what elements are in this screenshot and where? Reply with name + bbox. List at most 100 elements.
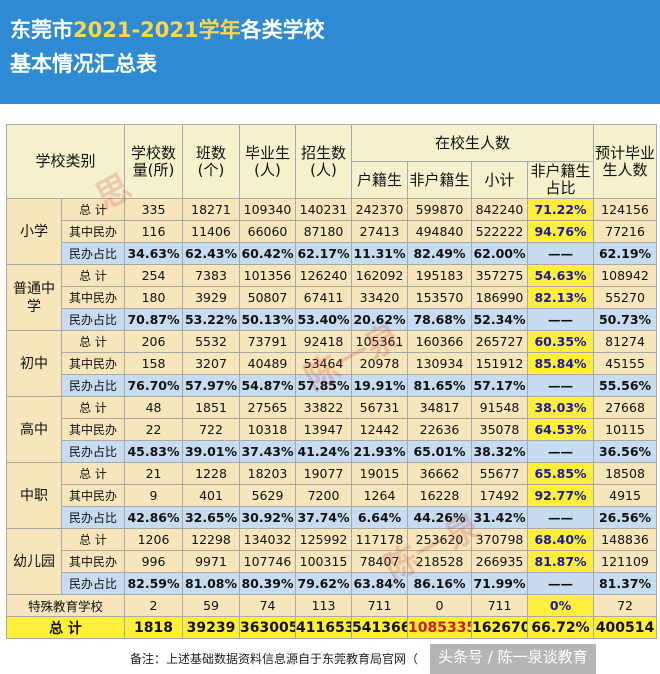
table-cell: 56731 — [351, 396, 409, 419]
table-cell: 18508 — [593, 462, 658, 485]
table-cell: 363005 — [239, 616, 297, 639]
table-cell: 35078 — [471, 418, 529, 441]
table-cell: 121109 — [593, 550, 658, 573]
header-schools: 学校数量(所) — [124, 124, 184, 199]
table-cell: 82.59% — [124, 572, 184, 595]
watermark: 头条号 / 陈一泉谈教育 — [430, 644, 596, 674]
table-cell: 66.72% — [527, 616, 595, 639]
table-cell: 17492 — [471, 484, 529, 507]
table-cell: 1626701 — [471, 616, 529, 639]
row-label: 民办占比 — [60, 374, 126, 397]
header-expected-grads: 预计毕业生人数 — [593, 124, 658, 199]
table-cell: 27565 — [239, 396, 297, 419]
table-cell: 37.74% — [295, 506, 353, 529]
table-cell: 0 — [407, 594, 473, 617]
table-cell: 60.42% — [239, 242, 297, 265]
table-cell: 711 — [471, 594, 529, 617]
table-cell: 62.17% — [295, 242, 353, 265]
table-cell: 53464 — [295, 352, 353, 375]
table-cell: 242370 — [351, 198, 409, 221]
table-cell: 27413 — [351, 220, 409, 243]
table-cell: 9 — [124, 484, 184, 507]
table-cell: 151912 — [471, 352, 529, 375]
table-cell: —— — [527, 242, 595, 265]
table-cell: 180 — [124, 286, 184, 309]
table-cell: 64.53% — [527, 418, 595, 441]
table-row: 其中民办 22 722 10318 13947 12442 22636 35078 64.53%… — [7, 418, 658, 441]
header-classes: 班数(个) — [182, 124, 241, 199]
table-cell: 335 — [124, 198, 184, 221]
header-category: 学校类别 — [5, 124, 126, 199]
table-cell: 68.40% — [527, 528, 595, 551]
row-label: 其中民办 — [60, 352, 126, 375]
table-cell: 55.56% — [593, 374, 658, 397]
table-cell: 55270 — [593, 286, 658, 309]
table-row: 普通中学总 计 254 7383 101356 126240 162092 195183 35… — [6, 264, 658, 331]
row-label: 民办占比 — [60, 242, 126, 265]
page-title: 东莞市2021-2021学年各类学校 — [10, 14, 325, 44]
table-cell: 162092 — [351, 264, 409, 287]
table-cell: 22636 — [407, 418, 473, 441]
table-cell: 186990 — [471, 286, 529, 309]
table-cell: 19077 — [295, 462, 353, 485]
table-cell: 401 — [182, 484, 241, 507]
table-cell: 60.35% — [527, 330, 595, 353]
table-cell: 78.68% — [407, 308, 473, 331]
table-cell: 40489 — [239, 352, 297, 375]
table-cell: 7200 — [295, 484, 353, 507]
row-label: 总 计 — [60, 462, 126, 485]
summary-table: 学校类别 学校数量(所) 班数(个) 毕业生(人) 招生数(人) 在校生人数 预… — [5, 124, 658, 639]
table-cell: 54.63% — [527, 264, 595, 287]
table-cell: 27668 — [593, 396, 658, 419]
table-cell: 73791 — [239, 330, 297, 353]
table-cell: 108942 — [593, 264, 658, 287]
table-row: 其中民办 116 11406 66060 87180 27413 494840 522222 9… — [7, 220, 658, 243]
table-cell: 6.64% — [351, 506, 409, 529]
table-cell: 65.01% — [407, 440, 473, 463]
table-cell: 92.77% — [527, 484, 595, 507]
table-cell: 33420 — [351, 286, 409, 309]
table-cell: 1206 — [124, 528, 184, 551]
table-cell: 34817 — [407, 396, 473, 419]
table-cell: 101356 — [239, 264, 297, 287]
table-cell: —— — [527, 374, 595, 397]
table-cell: 44.26% — [407, 506, 473, 529]
grand-total-row: 总 计 1818 39239 363005 411653 541366 1085335 162… — [5, 616, 658, 639]
category-cell: 初中 — [6, 330, 62, 397]
table-cell: 54.87% — [239, 374, 297, 397]
table-cell: 113 — [295, 594, 353, 617]
table-cell: 38.03% — [527, 396, 595, 419]
table-cell: 12442 — [351, 418, 409, 441]
table-row: 初中总 计 206 5532 73791 92418 105361 160366 265727… — [6, 330, 658, 397]
table-cell: 62.00% — [471, 242, 529, 265]
table-cell: 842240 — [471, 198, 529, 221]
row-label: 其中民办 — [60, 418, 126, 441]
table-cell: 195183 — [407, 264, 473, 287]
table-cell: 57.17% — [471, 374, 529, 397]
category-cell: 中职 — [6, 462, 62, 529]
table-cell: 50807 — [239, 286, 297, 309]
table-cell: 80.39% — [239, 572, 297, 595]
table-cell: 72 — [593, 594, 658, 617]
table-cell: 71.22% — [527, 198, 595, 221]
table-cell: 30.92% — [239, 506, 297, 529]
row-label: 民办占比 — [60, 506, 126, 529]
table-cell: 77216 — [593, 220, 658, 243]
table-cell: 996 — [124, 550, 184, 573]
row-label: 总 计 — [60, 396, 126, 419]
header-subtotal: 小计 — [471, 161, 529, 199]
table-cell: 494840 — [407, 220, 473, 243]
category-cell: 小学 — [6, 198, 62, 265]
title-banner: 东莞市2021-2021学年各类学校 基本情况汇总表 — [0, 0, 660, 104]
category-cell: 普通中学 — [6, 264, 62, 331]
row-label: 民办占比 — [60, 308, 126, 331]
table-cell: 74 — [239, 594, 297, 617]
table-row: 其中民办 180 3929 50807 67411 33420 153570 186990 82… — [7, 286, 658, 309]
row-label: 其中民办 — [60, 286, 126, 309]
table-cell: 79.62% — [295, 572, 353, 595]
table-cell: 63.84% — [351, 572, 409, 595]
table-cell: 33822 — [295, 396, 353, 419]
table-cell: 1228 — [182, 462, 241, 485]
table-cell: 92418 — [295, 330, 353, 353]
page-subtitle: 基本情况汇总表 — [10, 52, 157, 76]
